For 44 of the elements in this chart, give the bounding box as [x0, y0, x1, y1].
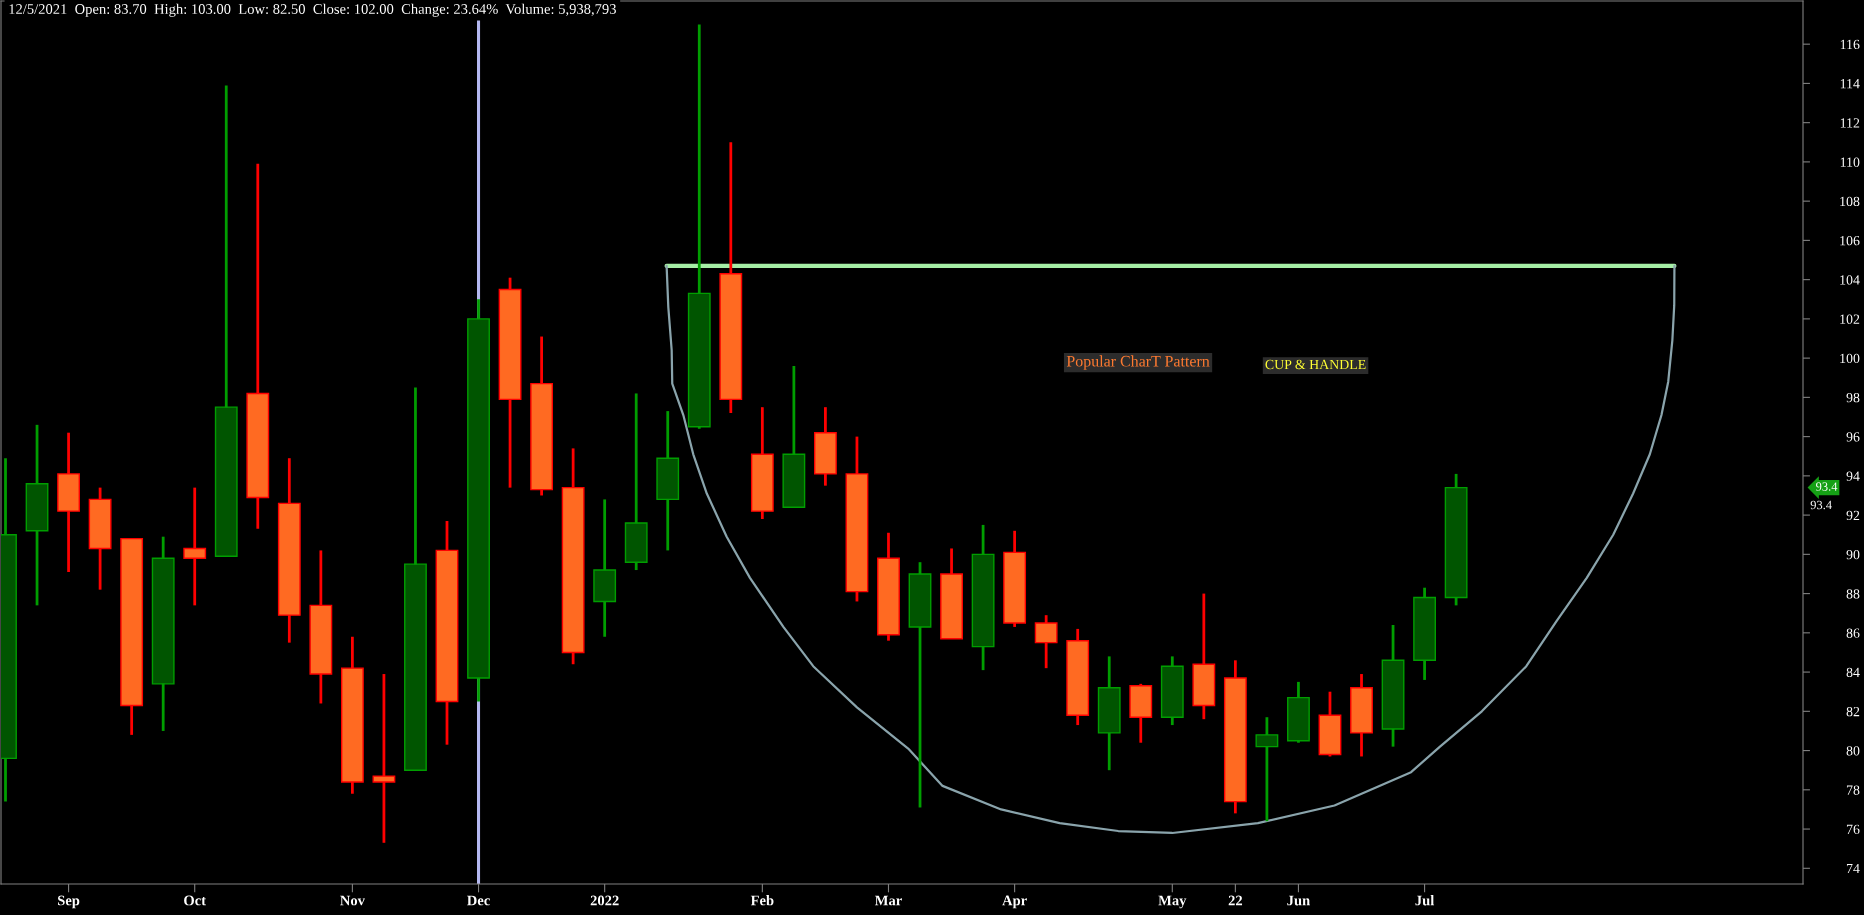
x-tick-label: 22 [1228, 895, 1243, 906]
y-tick-label: 104 [1840, 275, 1860, 285]
x-tick-label: Sep [58, 895, 80, 909]
y-tick-label: 90 [1846, 549, 1860, 560]
y-tick-label: 76 [1846, 824, 1860, 835]
y-tick-label: 74 [1846, 863, 1860, 874]
x-tick-label: Dec [467, 895, 490, 906]
x-tick-label: 2022 [590, 895, 619, 906]
y-tick-label: 94 [1846, 471, 1860, 481]
x-tick-label: Feb [750, 895, 774, 906]
candlestick [1034, 613, 1058, 670]
x-tick-label: Jun [1287, 895, 1310, 906]
y-tick-label: 116 [1840, 39, 1860, 50]
y-tick-label: 78 [1846, 785, 1860, 795]
y-tick-label: 84 [1846, 667, 1860, 678]
annotation: Popular CharT Pattern [1066, 355, 1210, 370]
x-tick-label: Jul [1415, 895, 1435, 906]
line-series [665, 264, 1676, 835]
text: 93.4 [1810, 500, 1832, 510]
candlestick [183, 486, 207, 607]
y-tick-label: 114 [1840, 79, 1860, 89]
y-tick-label: 106 [1840, 235, 1860, 246]
chart-title: 12/5/2021 Open: 83.70 High: 103.00 Low: 82.50 Close: 102.00 Change: 23.64% Volume: 5,938,793 [9, 3, 616, 17]
x-tick-label: Oct [184, 895, 206, 906]
x-tick-label: Apr [1002, 895, 1027, 909]
y-tick-label: 96 [1846, 432, 1860, 442]
x-tick-label: Mar [874, 895, 902, 906]
candlestick [1255, 715, 1279, 823]
y-tick-label: 80 [1846, 746, 1860, 756]
y-tick-label: 86 [1846, 628, 1860, 638]
x-tick-label: Nov [340, 895, 365, 906]
y-tick-label: 92 [1846, 510, 1860, 521]
y-tick-label: 100 [1840, 353, 1860, 364]
y-tick-label: 82 [1846, 706, 1860, 717]
y-tick-label: 102 [1840, 314, 1860, 324]
y-tick-label: 98 [1846, 392, 1860, 403]
candlestick [372, 672, 396, 845]
y-tick-label: 108 [1840, 196, 1860, 207]
y-tick-label: 112 [1840, 118, 1860, 128]
y-tick-label: 88 [1846, 589, 1860, 599]
x-tick-label: May [1158, 895, 1187, 909]
y-tick-label: 110 [1840, 157, 1860, 167]
text: 93.4 [1816, 482, 1838, 491]
annotation: CUP & HANDLE [1265, 359, 1366, 370]
